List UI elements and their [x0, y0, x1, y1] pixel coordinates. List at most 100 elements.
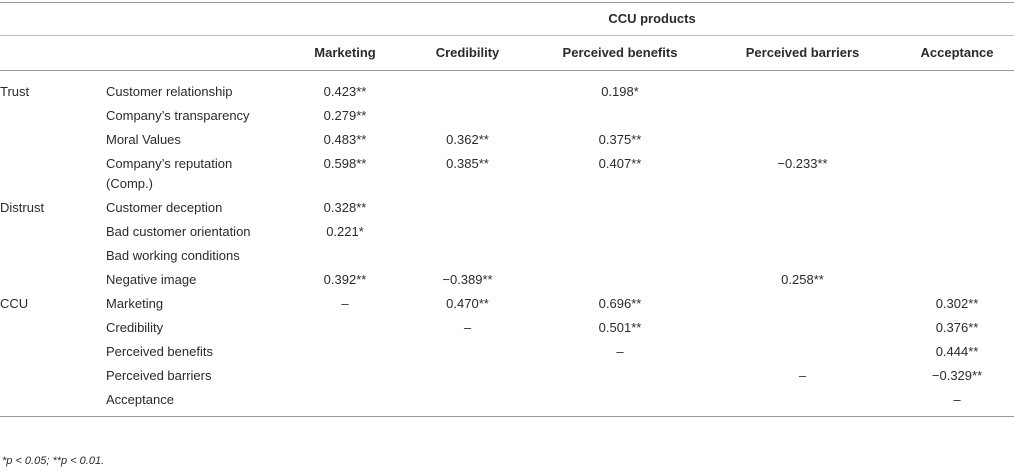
- value-cell: −0.329**: [931, 368, 983, 383]
- empty-cell: [705, 340, 900, 364]
- table-row: Perceived barriers – −0.329**: [0, 364, 1014, 388]
- footnote: *p < 0.05; **p < 0.01.: [2, 455, 105, 467]
- empty-cell: [705, 104, 900, 128]
- value-cell: 0.328**: [323, 200, 367, 215]
- empty-cell: [900, 71, 1014, 105]
- value-cell: 0.407**: [598, 156, 642, 171]
- table-row: Company’s reputation (Comp.) 0.598** 0.385…: [0, 152, 1014, 196]
- value-cell: –: [616, 344, 624, 359]
- row-label: Negative image: [106, 272, 197, 287]
- empty-cell: [900, 244, 1014, 268]
- value-cell: 0.444**: [935, 344, 979, 359]
- value-cell: 0.302**: [935, 296, 979, 311]
- column-header: Perceived benefits: [535, 35, 705, 71]
- empty-cell: [900, 268, 1014, 292]
- row-label: Credibility: [106, 320, 164, 335]
- group-header: CCU products: [290, 2, 1014, 36]
- empty-cell: [400, 71, 535, 105]
- empty-cell: [900, 196, 1014, 220]
- empty-cell: [900, 220, 1014, 244]
- table-row: Perceived benefits – 0.444**: [0, 340, 1014, 364]
- value-cell: 0.376**: [935, 320, 979, 335]
- empty-cell: [400, 364, 535, 388]
- row-label: Bad working conditions: [106, 248, 240, 263]
- value-cell: 0.470**: [446, 296, 489, 311]
- value-cell: –: [341, 296, 349, 311]
- group-cell: [0, 244, 106, 268]
- value-cell: –: [900, 388, 1014, 417]
- group-cell: [0, 104, 106, 128]
- value-cell: 0.258**: [781, 272, 824, 287]
- correlation-table: CCU products Marketing Credibility Perceiv…: [0, 2, 1014, 417]
- group-label: Trust: [0, 84, 30, 99]
- value-cell: –: [463, 320, 472, 335]
- row-label: Perceived barriers: [106, 368, 212, 383]
- column-header: Acceptance: [900, 35, 1014, 71]
- group-label: CCU: [0, 296, 29, 311]
- value-cell: 0.279**: [323, 108, 367, 123]
- value-cell: 0.198*: [601, 84, 639, 99]
- empty-cell: [535, 244, 705, 268]
- group-cell: [0, 388, 106, 417]
- column-header: Marketing: [290, 35, 400, 71]
- value-cell: 0.392**: [323, 272, 367, 287]
- value-cell: 0.483**: [323, 132, 367, 147]
- group-cell: [0, 340, 106, 364]
- row-label: Marketing: [106, 296, 164, 311]
- row-label: Customer deception: [106, 200, 223, 215]
- column-header: Credibility: [400, 35, 535, 71]
- empty-cell: [535, 220, 705, 244]
- group-cell: [0, 220, 106, 244]
- empty-cell: [900, 104, 1014, 128]
- table-row: Credibility – 0.501** 0.376**: [0, 316, 1014, 340]
- group-cell: [0, 316, 106, 340]
- row-label: Customer relationship: [106, 84, 233, 99]
- empty-cell: [705, 196, 900, 220]
- empty-cell: [705, 220, 900, 244]
- table-row: Company’s transparency 0.279**: [0, 104, 1014, 128]
- value-cell: 0.362**: [446, 132, 489, 147]
- empty-cell: [400, 104, 535, 128]
- empty-cell: [535, 388, 705, 417]
- empty-cell: [900, 128, 1014, 152]
- empty-cell: [705, 71, 900, 105]
- row-label: Company’s transparency: [106, 108, 250, 123]
- empty-cell: [290, 388, 400, 417]
- row-label: Perceived benefits: [106, 344, 213, 359]
- table-row: CCU Marketing – 0.470** 0.696** 0.302**: [0, 292, 1014, 316]
- row-label: Bad customer orientation: [106, 224, 251, 239]
- group-cell: [0, 364, 106, 388]
- table-row: Distrust Customer deception 0.328**: [0, 196, 1014, 220]
- value-cell: −0.233**: [777, 156, 828, 171]
- table-row: Negative image 0.392** −0.389** 0.258**: [0, 268, 1014, 292]
- table-row: Bad working conditions: [0, 244, 1014, 268]
- value-cell: 0.598**: [323, 156, 367, 171]
- empty-cell: [535, 364, 705, 388]
- empty-cell: [535, 196, 705, 220]
- group-cell: [0, 268, 106, 292]
- row-label: Company’s reputation (Comp.): [106, 156, 233, 191]
- empty-cell: [705, 292, 900, 316]
- group-cell: [0, 128, 106, 152]
- empty-cell: [705, 128, 900, 152]
- empty-cell: [290, 316, 400, 340]
- blank-header: [0, 2, 290, 36]
- empty-cell: [290, 364, 400, 388]
- table-row: Moral Values 0.483** 0.362** 0.375**: [0, 128, 1014, 152]
- empty-cell: [400, 244, 535, 268]
- empty-cell: [290, 340, 400, 364]
- empty-cell: [535, 268, 705, 292]
- group-label: Distrust: [0, 200, 45, 215]
- blank-header: [0, 35, 290, 71]
- empty-cell: [400, 388, 535, 417]
- group-cell: [0, 152, 106, 196]
- empty-cell: [705, 316, 900, 340]
- column-header: Perceived barriers: [705, 35, 900, 71]
- value-cell: 0.501**: [598, 320, 642, 335]
- table-row: Acceptance –: [0, 388, 1014, 417]
- table-row: Bad customer orientation 0.221*: [0, 220, 1014, 244]
- value-cell: 0.375**: [598, 132, 642, 147]
- value-cell: –: [798, 368, 807, 383]
- empty-cell: [705, 244, 900, 268]
